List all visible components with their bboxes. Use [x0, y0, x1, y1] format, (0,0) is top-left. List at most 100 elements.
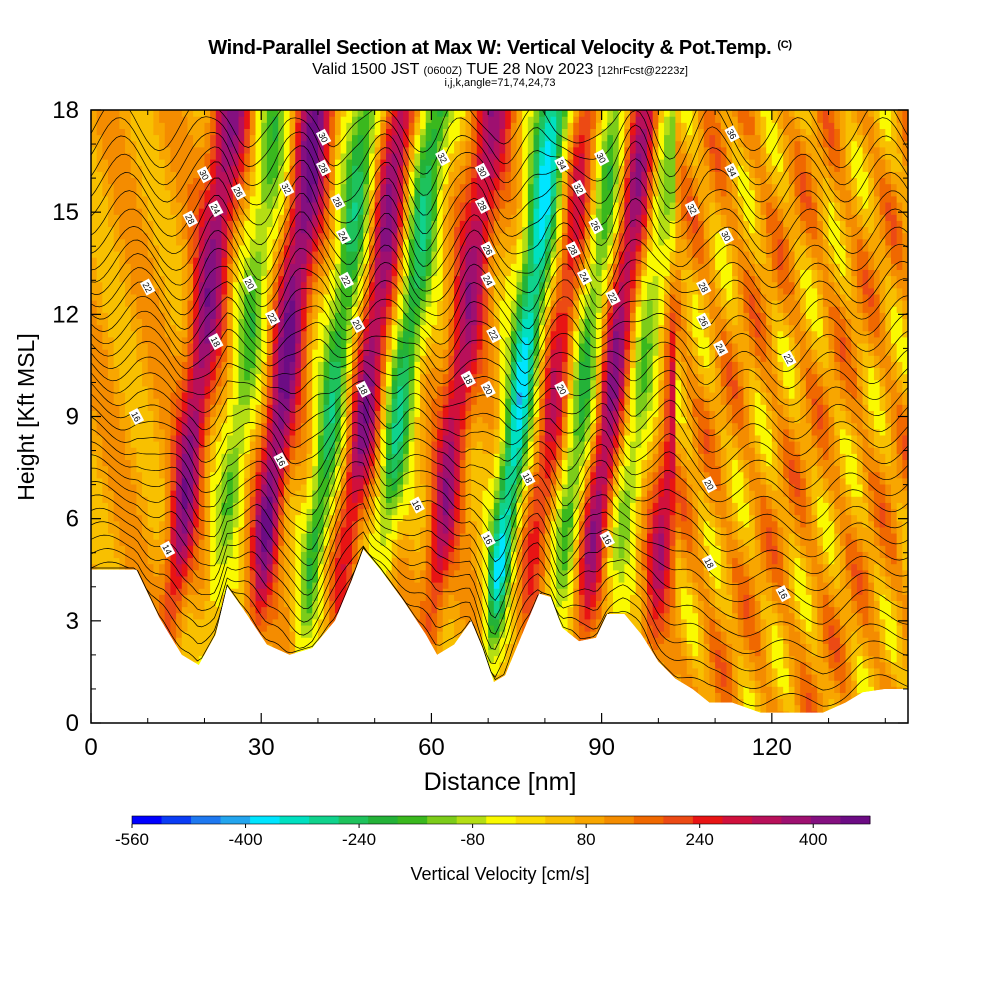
velocity-cell — [261, 582, 268, 589]
velocity-cell — [737, 214, 745, 240]
velocity-cell — [879, 159, 886, 179]
velocity-cell — [255, 624, 262, 638]
velocity-cell — [856, 551, 864, 571]
velocity-cell — [278, 477, 285, 497]
velocity-cell — [454, 275, 461, 350]
velocity-cell — [856, 483, 864, 497]
velocity-cell — [505, 373, 512, 399]
velocity-cell — [561, 398, 569, 418]
velocity-cell — [737, 385, 745, 430]
velocity-cell — [743, 459, 750, 479]
velocity-cell — [681, 447, 688, 467]
velocity-cell — [624, 563, 631, 614]
contour-label: 26 — [696, 312, 712, 330]
velocity-cell — [624, 465, 631, 491]
velocity-cell — [862, 269, 869, 295]
velocity-cell — [743, 330, 750, 405]
velocity-cell — [743, 649, 750, 669]
velocity-cell — [851, 434, 858, 454]
velocity-cell — [890, 563, 898, 589]
velocity-cell — [698, 624, 705, 681]
velocity-cell — [698, 201, 705, 221]
velocity-cell — [890, 618, 898, 663]
velocity-cell — [351, 116, 359, 136]
velocity-cell — [510, 312, 518, 332]
velocity-cell — [420, 177, 427, 197]
velocity-cell — [454, 226, 461, 277]
velocity-cell — [681, 569, 688, 589]
velocity-cell — [374, 226, 381, 258]
velocity-cell — [227, 514, 234, 540]
velocity-cell — [550, 367, 557, 424]
velocity-cell — [227, 471, 234, 516]
velocity-cell — [499, 502, 506, 516]
velocity-cell — [505, 551, 512, 565]
velocity-cell — [488, 189, 495, 209]
velocity-cell — [771, 508, 779, 522]
velocity-cell — [692, 269, 699, 283]
velocity-cell — [136, 514, 143, 626]
velocity-cell — [890, 361, 898, 381]
velocity-cell — [811, 539, 818, 577]
velocity-cell — [737, 520, 745, 540]
velocity-cell — [334, 496, 342, 510]
velocity-cell — [289, 189, 296, 209]
velocity-cell — [522, 110, 529, 228]
velocity-cell — [635, 336, 642, 362]
velocity-cell — [607, 490, 614, 503]
velocity-cell — [363, 477, 370, 485]
velocity-cell — [266, 110, 274, 185]
svg-text:34: 34 — [555, 158, 569, 172]
svg-text:24: 24 — [336, 229, 350, 243]
velocity-cell — [573, 330, 580, 362]
velocity-cell — [300, 306, 308, 332]
velocity-cell — [329, 514, 336, 528]
velocity-cell — [805, 349, 813, 369]
velocity-cell — [652, 514, 659, 534]
velocity-cell — [334, 134, 342, 160]
velocity-cell — [522, 447, 529, 454]
velocity-cell — [289, 631, 296, 675]
velocity-cell — [272, 238, 279, 252]
velocity-cell — [561, 263, 569, 313]
velocity-cell — [317, 312, 325, 362]
velocity-cell — [885, 422, 892, 467]
velocity-cell — [386, 318, 393, 326]
velocity-cell — [459, 404, 467, 430]
velocity-cell — [590, 569, 597, 583]
velocity-cell — [584, 551, 591, 565]
velocity-cell — [255, 110, 262, 209]
velocity-cell — [499, 441, 506, 454]
velocity-cell — [578, 214, 586, 240]
velocity-cell — [380, 122, 387, 136]
velocity-cell — [164, 539, 172, 583]
velocity-cell — [266, 563, 274, 571]
velocity-cell — [300, 459, 308, 485]
velocity-cell — [647, 508, 654, 534]
velocity-cell — [845, 422, 852, 436]
contour-label: 28 — [330, 193, 346, 211]
velocity-cell — [652, 110, 659, 129]
velocity-cell — [629, 367, 637, 442]
velocity-cell — [902, 300, 908, 320]
velocity-cell — [732, 557, 739, 583]
velocity-cell — [221, 404, 228, 424]
chart-title: Wind-Parallel Section at Max W: Vertical… — [0, 37, 1000, 60]
velocity-cell — [278, 238, 285, 252]
velocity-cell — [397, 201, 404, 228]
velocity-cell — [249, 428, 257, 442]
velocity-cell — [454, 110, 461, 142]
velocity-cell — [618, 232, 625, 252]
velocity-cell — [374, 459, 381, 479]
velocity-cell — [811, 177, 818, 203]
velocity-cell — [578, 134, 586, 154]
velocity-cell — [561, 588, 569, 601]
velocity-cell — [272, 526, 279, 546]
velocity-cell — [198, 226, 206, 252]
velocity-cell — [567, 606, 574, 638]
velocity-cell — [629, 122, 637, 136]
velocity-cell — [749, 692, 756, 713]
velocity-cell — [856, 459, 864, 485]
velocity-cell — [227, 539, 234, 559]
velocity-cell — [431, 110, 438, 129]
